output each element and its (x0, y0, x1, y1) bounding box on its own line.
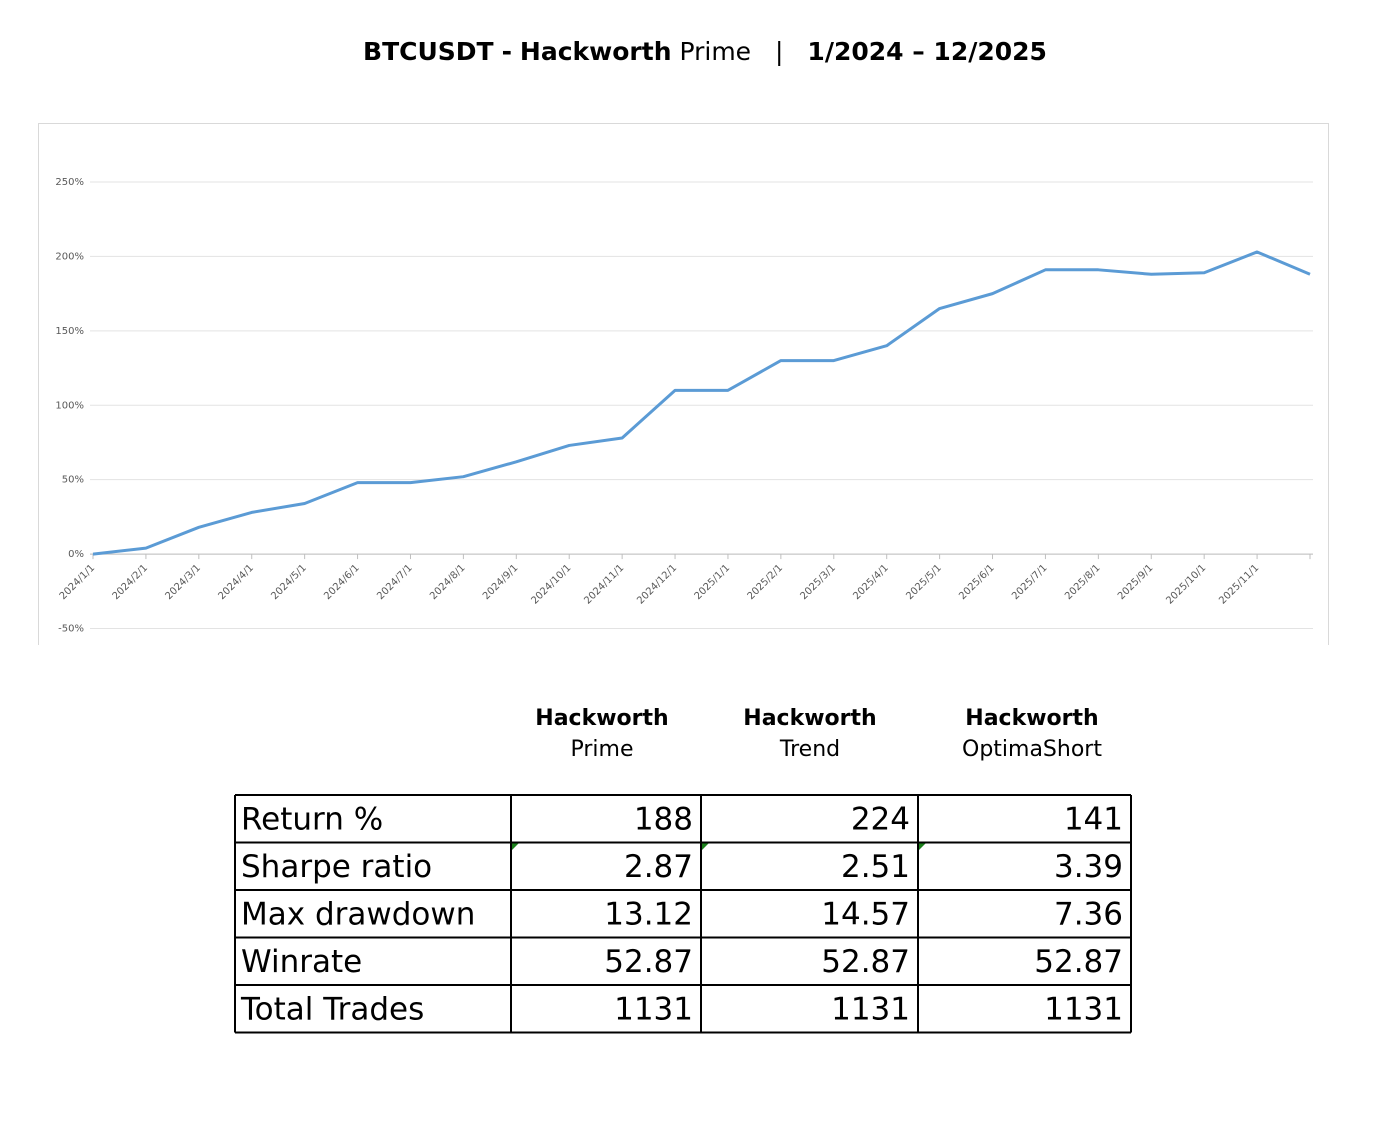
x-tick-label: 2024/10/1 (529, 563, 573, 607)
x-tick-label: 2025/5/1 (904, 563, 944, 603)
y-tick-label: 200% (55, 251, 84, 262)
row-label: Winrate (241, 944, 362, 980)
title-separator: - (502, 37, 512, 66)
x-tick-label: 2024/7/1 (375, 563, 415, 603)
x-tick-label: 2025/11/1 (1217, 563, 1261, 607)
cell-value: 14.57 (821, 896, 910, 932)
cell-value: 1131 (614, 991, 693, 1027)
cell-value: 52.87 (604, 944, 693, 980)
chart: -50% 0% 50% 100% 150% 200% 250% 2024/1/1 2024/2/… (55, 177, 1313, 635)
cell-value: 224 (851, 801, 910, 837)
column-name: Hackworth (743, 706, 876, 731)
x-tick-label: 2024/9/1 (481, 563, 521, 603)
cell-value: 7.36 (1054, 896, 1123, 932)
y-tick-label: 150% (55, 326, 84, 337)
row-label: Sharpe ratio (241, 849, 432, 885)
cell-value: 141 (1064, 801, 1123, 837)
cell-value: 52.87 (821, 944, 910, 980)
row-label: Return % (241, 801, 383, 837)
y-tick-label: 50% (62, 475, 84, 486)
cell-value: 1131 (831, 991, 910, 1027)
x-tick-label: 2025/2/1 (746, 563, 786, 603)
column-name: Hackworth (535, 706, 668, 731)
title-period: 1/2024 – 12/2025 (807, 37, 1047, 66)
y-tick-label: 100% (55, 400, 84, 411)
y-tick-label: -50% (58, 624, 84, 635)
x-tick-label: 2025/7/1 (1010, 563, 1050, 603)
x-tick-label: 2024/1/1 (58, 563, 98, 603)
x-tick-label: 2024/8/1 (428, 563, 468, 603)
line-series (92, 250, 1311, 556)
x-tick-label: 2025/9/1 (1116, 563, 1156, 603)
cell-value: 52.87 (1034, 944, 1123, 980)
x-tick-label: 2024/12/1 (635, 563, 679, 607)
title-symbol: BTCUSDT (363, 37, 494, 66)
column-name: Hackworth (965, 706, 1098, 731)
y-tick-label: 250% (55, 177, 84, 188)
cell-value: 2.51 (841, 849, 910, 885)
column-variant: OptimaShort (962, 737, 1102, 762)
cell-value: 3.39 (1054, 849, 1123, 885)
y-tick-label: 0% (68, 549, 84, 560)
x-tick-label: 2025/8/1 (1063, 563, 1103, 603)
x-tick-label: 2024/2/1 (111, 563, 151, 603)
cell-value: 13.12 (604, 896, 693, 932)
x-tick-label: 2024/3/1 (164, 563, 204, 603)
x-tick-label: 2024/6/1 (322, 563, 362, 603)
column-variant: Trend (779, 737, 840, 762)
cell-value: 2.87 (624, 849, 693, 885)
chart-frame (38, 123, 1329, 645)
x-tick-label: 2025/3/1 (798, 563, 838, 603)
page-title: BTCUSDT - Hackworth Prime | 1/2024 – 12/… (363, 37, 1047, 66)
cell-value: 1131 (1044, 991, 1123, 1027)
x-tick-label: 2024/4/1 (216, 563, 256, 603)
x-tick-label: 2024/5/1 (269, 563, 309, 603)
x-tick-label: 2025/1/1 (693, 563, 733, 603)
title-strategy: Hackworth (520, 37, 672, 66)
table: Hackworth Prime Hackworth Trend Hackworth Opt… (234, 706, 1132, 1034)
column-variant: Prime (570, 737, 633, 762)
row-label: Total Trades (240, 991, 424, 1027)
cell-value: 188 (634, 801, 693, 837)
title-divider: | (775, 37, 783, 66)
x-tick-label: 2024/11/1 (582, 563, 626, 607)
x-tick-label: 2025/10/1 (1164, 563, 1208, 607)
title-variant: Prime (679, 37, 751, 66)
x-tick-label: 2025/4/1 (851, 563, 891, 603)
x-tick-label: 2025/6/1 (957, 563, 997, 603)
row-label: Max drawdown (241, 896, 475, 932)
